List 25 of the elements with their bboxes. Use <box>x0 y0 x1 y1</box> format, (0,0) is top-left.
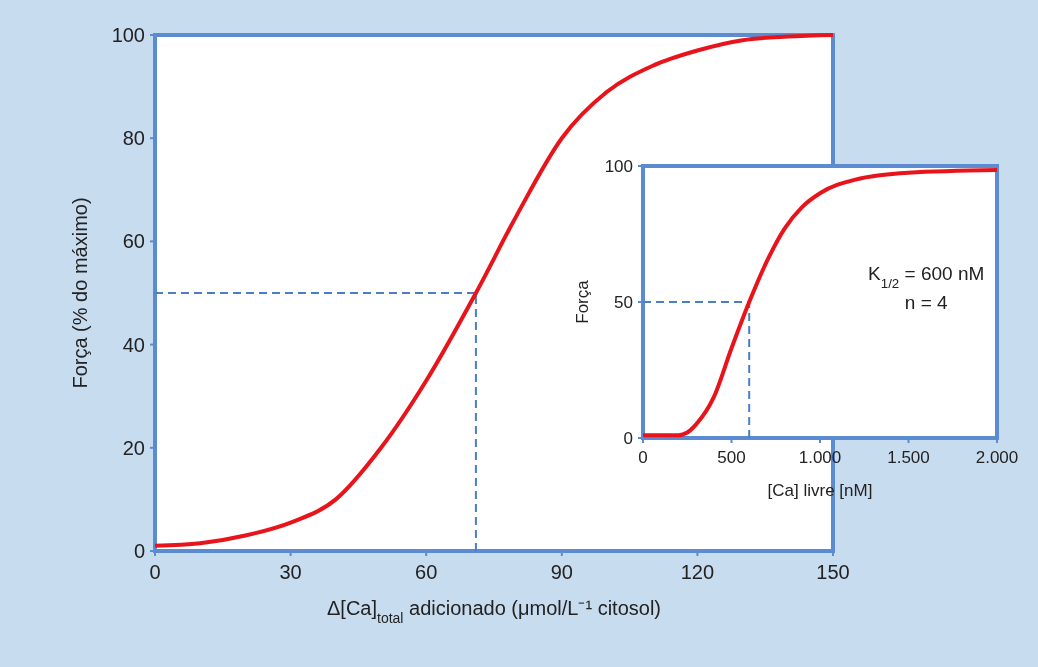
line-series <box>641 168 999 438</box>
x-axis-title: Δ[Ca]$_{total}$ adicionado (μmol/L⁻¹ citosol) <box>326 597 662 626</box>
y-axis-title: Força (% do máximo) <box>69 197 91 389</box>
y-tick-label: 0 <box>133 540 145 562</box>
y-tick-label: 40 <box>122 333 145 356</box>
x-tick-label: 60 <box>415 561 438 583</box>
y-tick-label: 100 <box>604 156 633 176</box>
x-tick-label: 30 <box>279 561 302 583</box>
x-tick-label: 90 <box>550 561 573 583</box>
x-tick-label: 150 <box>816 561 850 583</box>
x-tick-label: 0 <box>638 448 648 467</box>
y-tick-label: 60 <box>122 230 145 253</box>
y-tick-label: 0 <box>623 428 633 448</box>
y-tick-label: 50 <box>614 292 633 312</box>
annotation: K$_{1/2}$ = 600 nM <box>868 263 985 291</box>
x-tick-label: 2.000 <box>975 448 1019 467</box>
x-tick-label: 1.500 <box>887 448 930 467</box>
y-tick-label: 100 <box>111 24 145 46</box>
x-tick-label: 120 <box>680 561 715 583</box>
x-tick-label: 0 <box>149 561 161 583</box>
y-axis-title: Força <box>573 279 592 324</box>
y-tick-label: 20 <box>122 436 145 459</box>
annotation: n = 4 <box>904 292 949 314</box>
y-tick-label: 80 <box>122 127 145 150</box>
x-tick-label: 500 <box>717 448 746 467</box>
